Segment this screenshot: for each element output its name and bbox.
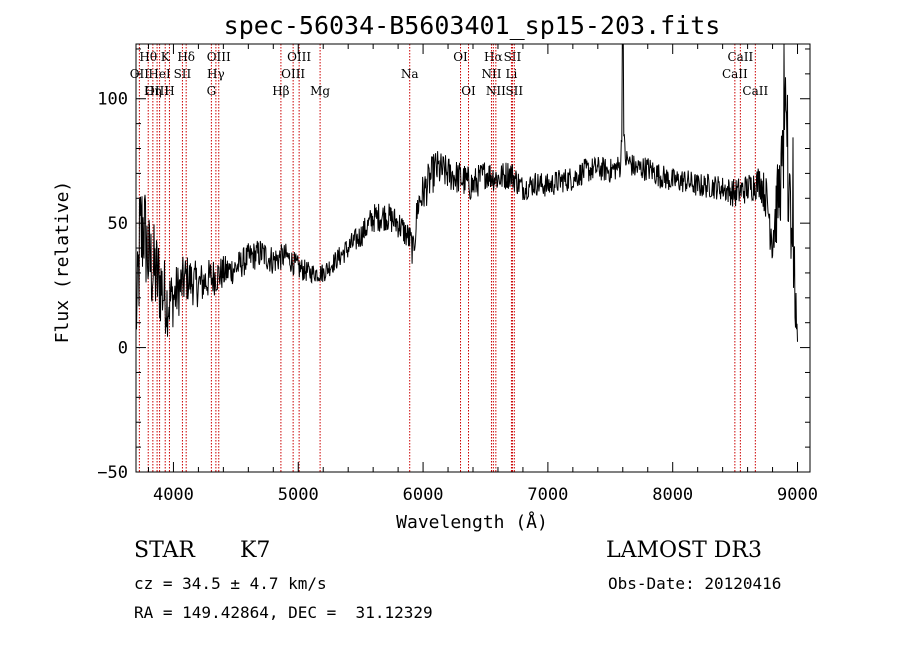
feature-label: OI: [453, 50, 468, 64]
object-subclass: K7: [240, 538, 271, 563]
object-class: STAR: [134, 538, 195, 563]
x-axis-label: Wavelength (Å): [396, 511, 548, 533]
feature-label: OIII: [281, 67, 305, 81]
feature-label: Hδ: [177, 50, 195, 64]
feature-label: H: [164, 84, 174, 98]
spectrum-line: [135, 43, 798, 342]
feature-label: OI: [461, 84, 476, 98]
feature-label: Mg: [310, 84, 330, 98]
x-tick-label: 4000: [153, 485, 194, 505]
feature-label: OIII: [287, 50, 311, 64]
redshift-text: cz = 34.5 ± 4.7 km/s: [134, 574, 327, 593]
survey-name: LAMOST DR3: [606, 538, 762, 563]
x-tick-label: 7000: [527, 485, 568, 505]
axis-ticks: 4000 5000 6000 7000 8000 9000 −50 0 50 100: [97, 44, 818, 505]
feature-label: Hβ: [272, 84, 289, 98]
feature-label: CaII: [722, 67, 748, 81]
feature-label: Hη: [144, 84, 162, 98]
feature-label: CaII: [742, 84, 768, 98]
feature-label: SII: [504, 50, 522, 64]
y-tick-label: −50: [97, 463, 128, 483]
x-tick-label: 9000: [777, 485, 818, 505]
feature-label: Na: [401, 67, 419, 81]
y-axis-label: Flux (relative): [52, 181, 73, 344]
feature-label: Li: [506, 67, 518, 81]
feature-label: HeI: [148, 67, 171, 81]
chart-title: spec-56034-B5603401_sp15-203.fits: [224, 11, 721, 40]
feature-label: Hα: [484, 50, 503, 64]
y-tick-label: 100: [97, 90, 128, 110]
feature-label: OIII: [207, 50, 231, 64]
plot-frame: [135, 43, 811, 473]
feature-label: NII: [481, 67, 501, 81]
feature-label: SII: [174, 67, 192, 81]
feature-label: Hθ: [139, 50, 157, 64]
x-tick-label: 6000: [403, 485, 444, 505]
feature-label: Hγ: [207, 67, 225, 81]
feature-label: NII: [486, 84, 506, 98]
y-tick-label: 0: [118, 339, 128, 359]
coordinates: RA = 149.42864, DEC = 31.12329: [134, 603, 433, 622]
feature-label: G: [207, 84, 217, 98]
feature-label: SII: [505, 84, 523, 98]
y-tick-label: 50: [108, 214, 128, 234]
obs-date: Obs-Date: 20120416: [608, 574, 782, 593]
x-tick-label: 5000: [278, 485, 319, 505]
x-tick-label: 8000: [652, 485, 693, 505]
feature-label: CaII: [727, 50, 753, 64]
feature-label: K: [161, 50, 171, 64]
feature-label: OIII: [145, 84, 169, 98]
